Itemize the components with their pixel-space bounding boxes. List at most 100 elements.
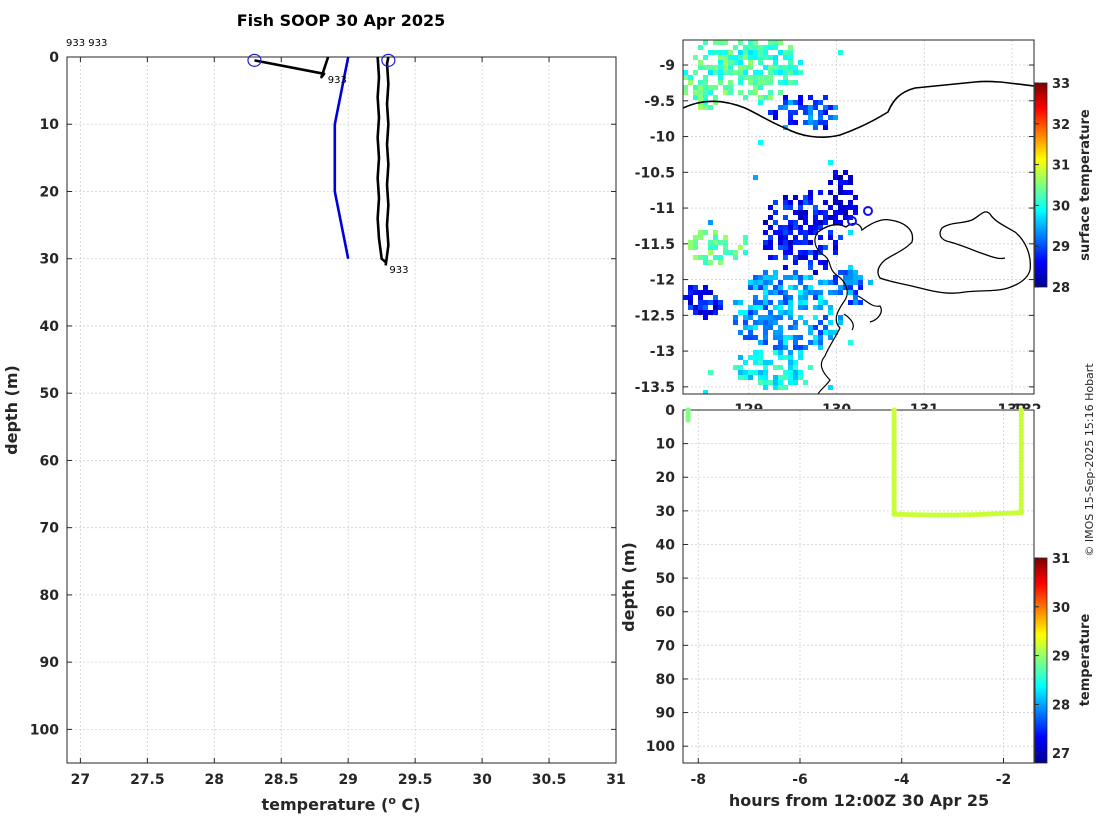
- sst-cell: [823, 220, 828, 225]
- sst-cell: [758, 45, 763, 50]
- sst-cell: [838, 220, 843, 225]
- sst-cell: [788, 325, 793, 330]
- sst-cell: [803, 345, 808, 350]
- y-tick-label: 90: [40, 655, 60, 671]
- sst-cell: [783, 55, 788, 60]
- sst-cell: [768, 380, 773, 385]
- sst-cell: [823, 300, 828, 305]
- sst-cell: [833, 175, 838, 180]
- sst-cell: [703, 85, 708, 90]
- sst-cell: [728, 90, 733, 95]
- sst-cell: [793, 80, 798, 85]
- sst-cell: [723, 235, 728, 240]
- sst-cell: [848, 280, 853, 285]
- profile-axes-box: [66, 56, 617, 764]
- sst-cell: [808, 340, 813, 345]
- sst-cell: [788, 295, 793, 300]
- sst-cell: [808, 190, 813, 195]
- profile-series: [254, 56, 390, 266]
- sst-cell: [698, 80, 703, 85]
- sst-cell: [833, 200, 838, 205]
- sst-cell: [713, 305, 718, 310]
- map-y-tick-label: -12.5: [635, 308, 675, 324]
- sst-cell: [753, 40, 758, 45]
- sst-cell: [798, 355, 803, 360]
- series-profile-933-a: [254, 56, 330, 79]
- sst-cell: [788, 285, 793, 290]
- sst-cell: [768, 310, 773, 315]
- sst-cell: [833, 330, 838, 335]
- sst-cell: [788, 225, 793, 230]
- sst-cell: [698, 230, 703, 235]
- sst-cell: [773, 305, 778, 310]
- sst-cell: [753, 70, 758, 75]
- sst-cell: [778, 355, 783, 360]
- map-y-tick-label: -13.5: [635, 380, 675, 396]
- sst-cell: [813, 215, 818, 220]
- sst-cell: [753, 350, 758, 355]
- sst-cell: [843, 180, 848, 185]
- sst-cell: [768, 90, 773, 95]
- sst-cell: [698, 90, 703, 95]
- sst-cell: [698, 45, 703, 50]
- sst-cell: [778, 285, 783, 290]
- sst-cell: [838, 320, 843, 325]
- sst-cell: [753, 320, 758, 325]
- sst-cell: [803, 290, 808, 295]
- sst-cell: [773, 335, 778, 340]
- series-reference: [333, 56, 350, 259]
- sst-cell: [853, 205, 858, 210]
- sst-cell: [768, 300, 773, 305]
- sst-cell: [728, 70, 733, 75]
- sst-cell: [708, 300, 713, 305]
- sst-cell: [778, 315, 783, 320]
- sst-cell: [823, 330, 828, 335]
- sst-cell: [758, 320, 763, 325]
- sst-cell: [778, 70, 783, 75]
- sst-cell: [783, 375, 788, 380]
- sst-cell: [738, 75, 743, 80]
- sst-cell: [823, 215, 828, 220]
- sst-cell: [783, 245, 788, 250]
- sst-cell: [793, 335, 798, 340]
- sst-cell: [813, 100, 818, 105]
- temperature-colorbar-bar: [1034, 557, 1048, 764]
- sst-cell: [743, 375, 748, 380]
- sst-cell: [858, 285, 863, 290]
- sst-cell: [758, 370, 763, 375]
- sst-cell: [748, 80, 753, 85]
- sst-cell: [823, 280, 828, 285]
- sst-cell: [788, 365, 793, 370]
- sst-cell: [738, 355, 743, 360]
- sst-cell: [753, 370, 758, 375]
- sst-cell: [778, 325, 783, 330]
- sst-cell: [763, 305, 768, 310]
- sst-cell: [828, 235, 833, 240]
- sst-cell: [698, 85, 703, 90]
- sst-cell: [733, 255, 738, 260]
- depth-time-x-tick-label: -6: [792, 772, 808, 788]
- sst-cell: [848, 275, 853, 280]
- sst-cell: [708, 220, 713, 225]
- temperature-colorbar-tick-label: 29: [1052, 650, 1070, 665]
- sst-cell: [788, 305, 793, 310]
- sst-cell: [818, 340, 823, 345]
- sst-cell: [713, 245, 718, 250]
- x-label-part-2: C): [396, 795, 421, 814]
- depth-time-axes-box: [682, 409, 1035, 764]
- sst-cell: [808, 200, 813, 205]
- sst-cell: [818, 110, 823, 115]
- sst-cell: [848, 265, 853, 270]
- chart-title: Fish SOOP 30 Apr 2025: [237, 11, 446, 30]
- sst-cell: [848, 175, 853, 180]
- sst-cell: [723, 70, 728, 75]
- sst-cell: [743, 235, 748, 240]
- sst-cell: [768, 225, 773, 230]
- sst-cell: [803, 120, 808, 125]
- sst-cell: [808, 110, 813, 115]
- sst-cell: [768, 80, 773, 85]
- sst-cell: [743, 320, 748, 325]
- sst-cell: [793, 210, 798, 215]
- sst-cell: [703, 55, 708, 60]
- sst-cell: [708, 245, 713, 250]
